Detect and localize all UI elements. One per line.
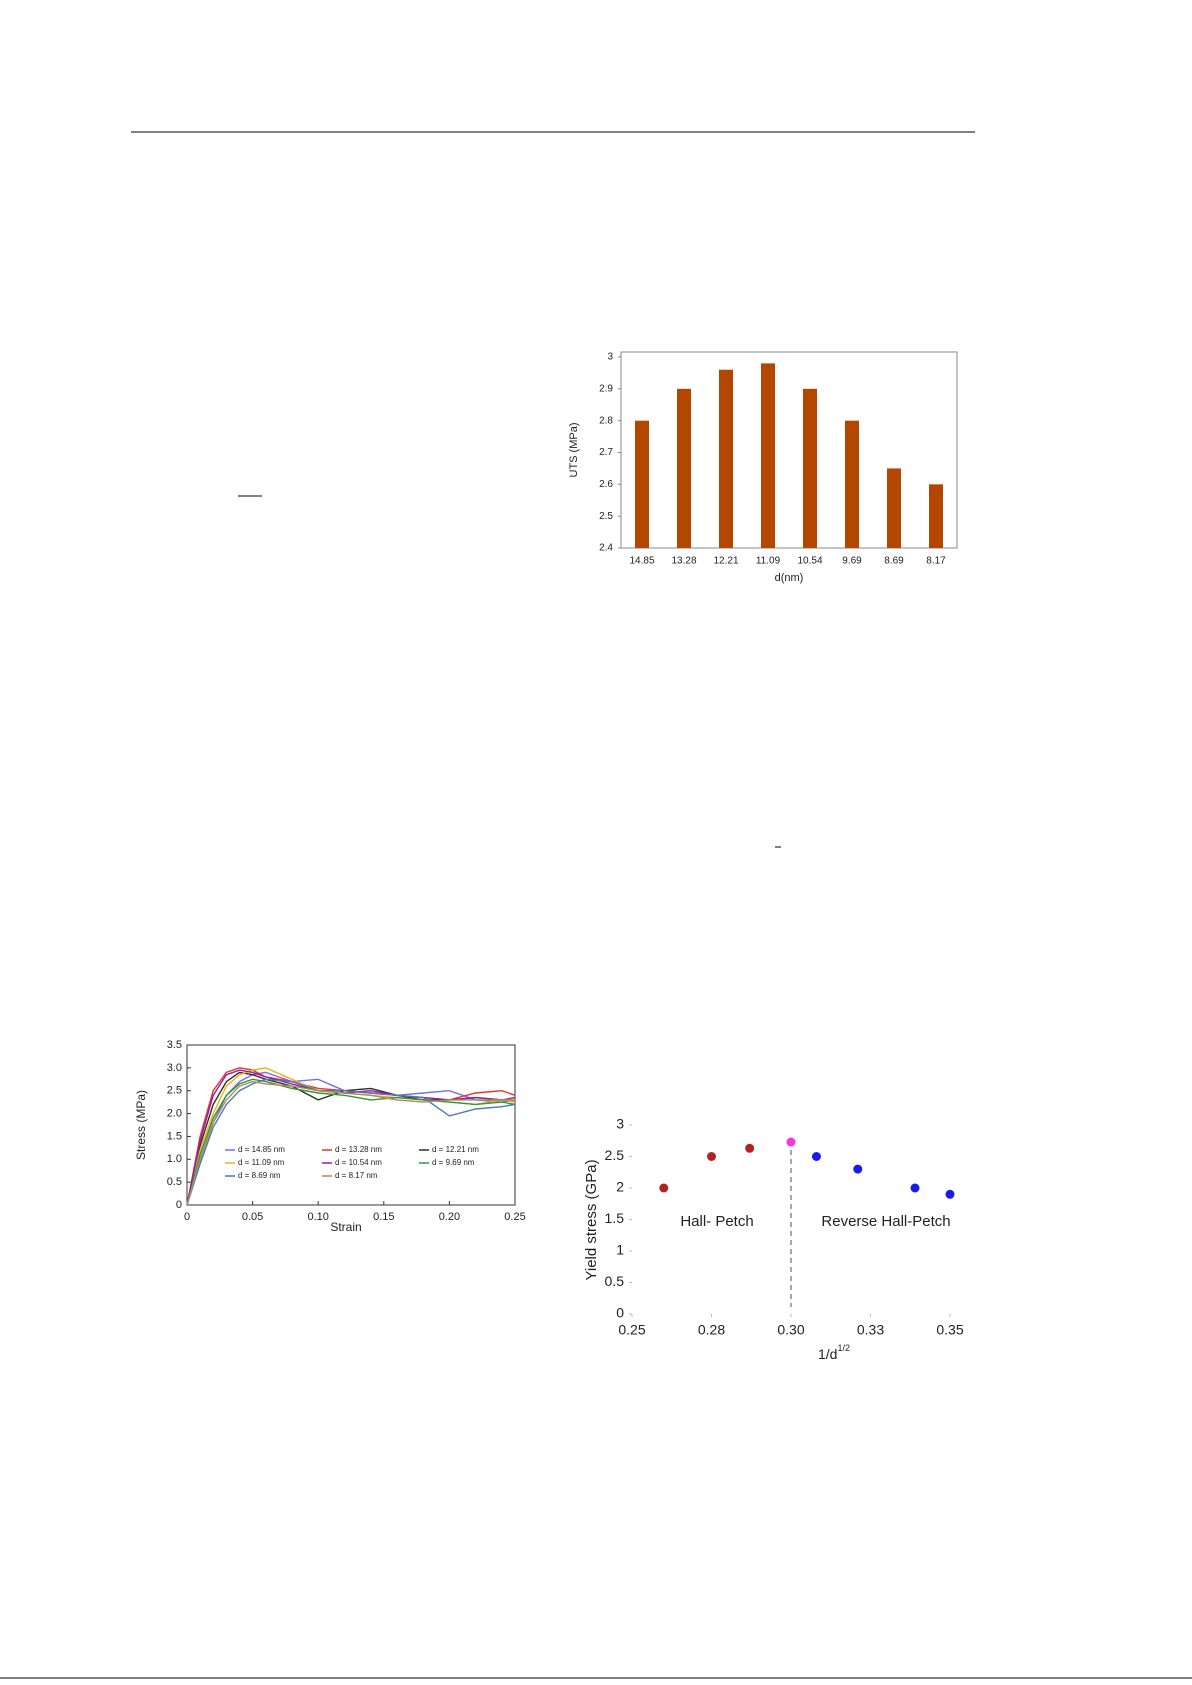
data-line — [186, 1078, 516, 1206]
data-point — [707, 1152, 716, 1161]
legend-label: d = 10.54 nm — [335, 1158, 382, 1167]
x-tick-label: 14.85 — [629, 556, 654, 567]
x-tick-label: 8.17 — [926, 556, 946, 567]
data-point — [853, 1164, 863, 1174]
y-tick-label: 3 — [616, 1116, 624, 1132]
x-tick-label: 0.30 — [777, 1322, 804, 1338]
x-tick-label: 10.54 — [797, 556, 822, 567]
x-tick-label: 0.05 — [242, 1211, 263, 1223]
y-tick-label: 1.0 — [167, 1153, 182, 1165]
legend-label: d = 14.85 nm — [238, 1145, 285, 1154]
y-tick-label: 0.5 — [605, 1273, 625, 1289]
x-tick-label: 0.35 — [936, 1322, 963, 1338]
y-tick-label: 0 — [616, 1305, 624, 1321]
y-tick-label: 3.5 — [167, 1039, 182, 1051]
y-tick-label: 1 — [616, 1242, 624, 1258]
x-axis-label: 1/d1/2 — [818, 1343, 850, 1361]
y-tick-label: 2.6 — [599, 479, 613, 490]
y-tick-label: 2.5 — [599, 511, 613, 522]
x-tick-label: 0.15 — [373, 1211, 394, 1223]
x-tick-label: 11.09 — [756, 556, 781, 567]
bar — [677, 388, 691, 548]
y-tick-label: 2.5 — [167, 1085, 182, 1097]
legend-label: d = 11.09 nm — [238, 1158, 285, 1167]
x-tick-label: 0.10 — [307, 1211, 328, 1223]
x-axis-label: Strain — [330, 1220, 361, 1234]
x-tick-label: 0.33 — [857, 1322, 884, 1338]
x-axis-label: d(nm) — [775, 572, 804, 584]
y-axis-label: Stress (MPa) — [134, 1090, 148, 1160]
data-point — [811, 1152, 821, 1161]
data-line — [186, 1080, 515, 1206]
data-line — [186, 1067, 516, 1206]
data-line — [186, 1071, 516, 1206]
y-axis-label: UTS (MPa) — [568, 423, 580, 478]
y-axis-label: Yield stress (GPa) — [583, 1159, 600, 1280]
bar — [761, 363, 775, 548]
x-tick-label: 0.25 — [504, 1211, 525, 1223]
bar — [929, 484, 943, 548]
annotation: Hall- Petch — [680, 1213, 753, 1230]
x-tick-label: 0.20 — [439, 1211, 460, 1223]
legend-label: d = 8.17 nm — [335, 1171, 378, 1180]
x-axis-label-base: 1/d — [818, 1346, 837, 1362]
legend-label: d = 13.28 nm — [335, 1145, 382, 1154]
x-tick-label: 0 — [184, 1211, 190, 1223]
y-tick-label: 2.8 — [599, 415, 613, 426]
data-point — [945, 1189, 955, 1199]
legend-label: d = 12.21 nm — [432, 1145, 479, 1154]
bar — [887, 468, 901, 548]
bar — [719, 369, 733, 548]
y-tick-label: 0.5 — [167, 1176, 182, 1188]
y-tick-label: 0 — [176, 1199, 182, 1211]
x-tick-label: 8.69 — [884, 556, 904, 567]
data-point — [786, 1137, 796, 1147]
y-tick-label: 1.5 — [605, 1210, 625, 1226]
plot-frame — [620, 351, 958, 549]
y-tick-label: 2.9 — [599, 383, 613, 394]
x-tick-label: 9.69 — [842, 556, 862, 567]
x-tick-label: 0.25 — [618, 1322, 645, 1338]
x-tick-label: 12.21 — [713, 556, 738, 567]
legend-label: d = 8.69 nm — [238, 1171, 281, 1180]
y-tick-label: 2 — [616, 1179, 624, 1195]
x-tick-label: 0.28 — [698, 1322, 725, 1338]
data-point — [910, 1183, 920, 1193]
plot-frame — [186, 1044, 516, 1206]
y-tick-label: 2.7 — [599, 447, 613, 458]
y-tick-label: 2.0 — [167, 1107, 182, 1119]
data-point — [659, 1183, 669, 1193]
y-tick-label: 2.5 — [605, 1147, 625, 1163]
y-tick-label: 2.4 — [599, 543, 613, 554]
legend-label: d = 9.69 nm — [432, 1158, 475, 1167]
x-axis-label-sup: 1/2 — [837, 1343, 850, 1353]
x-tick-label: 13.28 — [671, 556, 696, 567]
bar — [803, 388, 817, 548]
bar — [635, 420, 649, 548]
data-line — [186, 1067, 516, 1206]
y-tick-label: 3.0 — [167, 1062, 182, 1074]
y-tick-label: 3 — [607, 352, 613, 363]
y-tick-label: 1.5 — [167, 1130, 182, 1142]
bar — [845, 420, 859, 548]
annotation: Reverse Hall-Petch — [821, 1213, 950, 1230]
data-point — [745, 1143, 755, 1153]
